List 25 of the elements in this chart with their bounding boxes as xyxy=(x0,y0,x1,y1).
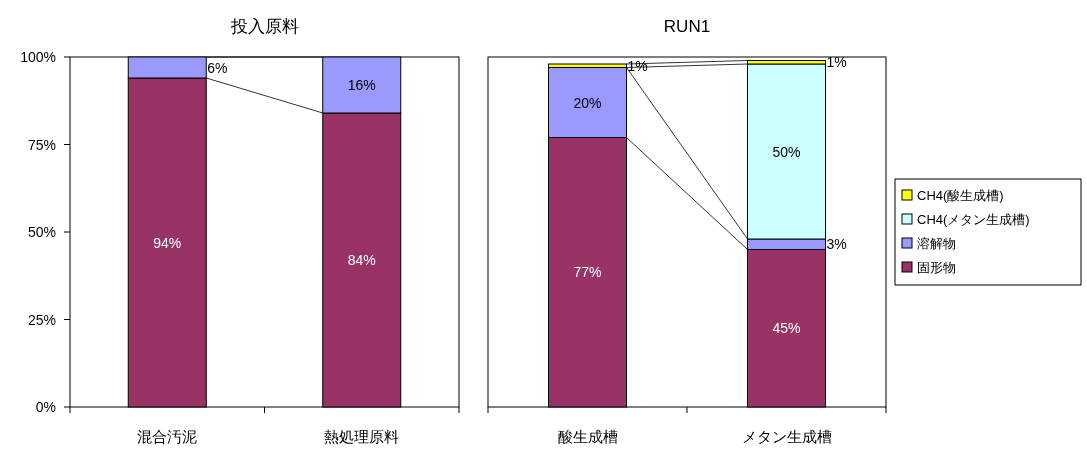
data-label: 6% xyxy=(207,59,228,76)
x-tick-label: 混合汚泥 xyxy=(137,428,198,445)
y-tick-label: 0% xyxy=(35,399,56,415)
data-label: 20% xyxy=(573,94,602,111)
data-label: 50% xyxy=(772,143,801,160)
y-tick-label: 25% xyxy=(27,311,56,328)
data-label: 77% xyxy=(573,264,602,281)
legend-label: CH4(メタン生成槽) xyxy=(917,212,1030,227)
chart-title: RUN1 xyxy=(663,17,711,36)
chart-title: 投入原料 xyxy=(229,17,299,36)
x-tick-label: メタン生成槽 xyxy=(741,428,832,445)
legend-label: 固形物 xyxy=(917,260,956,275)
data-label: 94% xyxy=(153,234,182,251)
data-label: 3% xyxy=(826,236,847,253)
y-tick-label: 75% xyxy=(27,136,56,153)
x-tick-label: 酸生成槽 xyxy=(557,428,618,445)
y-tick-label: 50% xyxy=(27,224,56,240)
y-tick-label: 100% xyxy=(20,49,56,65)
legend-label: 溶解物 xyxy=(917,236,956,251)
data-label: 16% xyxy=(347,77,376,93)
legend-label: CH4(酸生成槽) xyxy=(917,188,1004,203)
x-tick-label: 熱処理原料 xyxy=(324,428,400,445)
data-label: 1% xyxy=(826,54,847,71)
data-label: 45% xyxy=(772,320,801,337)
data-label: 84% xyxy=(347,252,376,268)
